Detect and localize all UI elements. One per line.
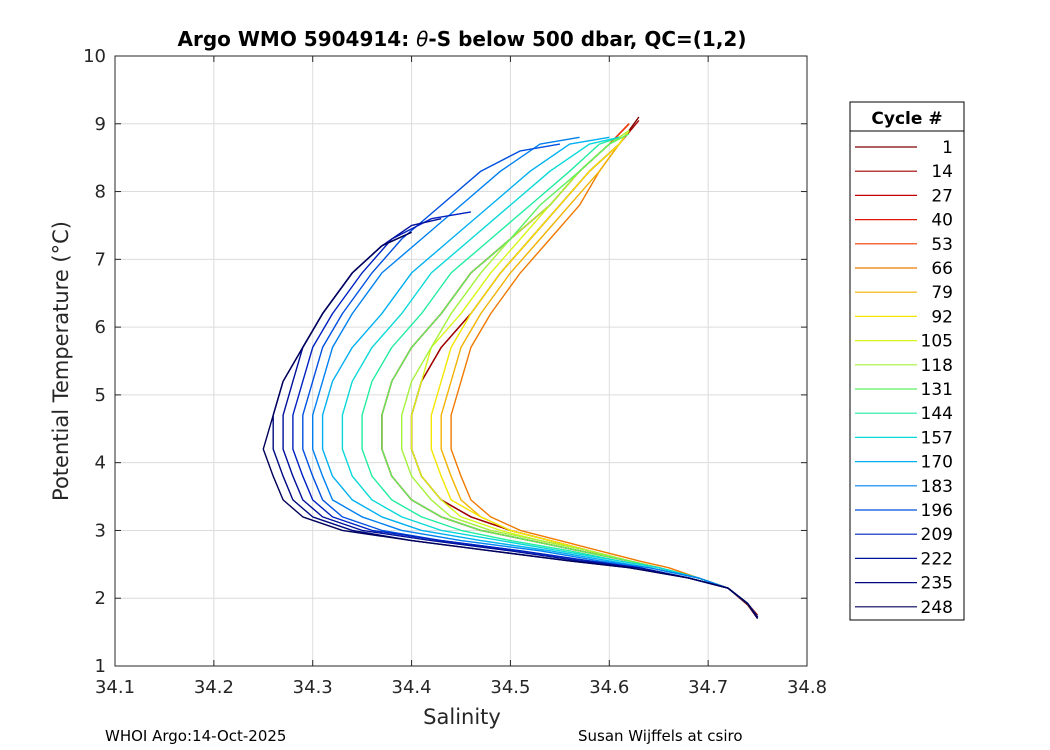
x-tick-label: 34.8: [787, 677, 827, 698]
y-tick-label: 7: [95, 249, 106, 270]
legend-label: 157: [921, 428, 953, 448]
legend-label: 196: [921, 501, 953, 521]
x-tick-label: 34.7: [688, 677, 728, 698]
legend-label: 131: [921, 380, 953, 400]
legend-label: 183: [921, 477, 953, 497]
y-axis-label: Potential Temperature (°C): [49, 221, 73, 501]
y-tick-label: 9: [95, 114, 106, 135]
y-tick-label: 2: [95, 588, 106, 609]
y-axis-ticks: 1 2 3 4 5 6 7 8 9 10: [83, 46, 807, 677]
x-tick-label: 34.6: [589, 677, 629, 698]
y-tick-label: 4: [95, 453, 106, 474]
axes-box: [114, 55, 808, 667]
legend-label: 1: [942, 138, 953, 158]
legend-title: Cycle #: [871, 109, 942, 129]
y-tick-label: 5: [95, 385, 106, 406]
legend-label: 40: [931, 211, 953, 231]
legend-label: 66: [931, 259, 953, 279]
title-theta-symbol: θ: [416, 27, 428, 51]
profile-line-cycle-157: [341, 136, 759, 618]
legend-label: 14: [931, 162, 953, 182]
legend-label: 222: [921, 549, 953, 569]
legend-label: 248: [921, 598, 953, 618]
series-lines: [262, 116, 759, 620]
y-tick-label: 6: [95, 317, 106, 338]
legend: Cycle # 1 14 27 40 53 66 79 92 105 118 131 144 157 17…: [849, 101, 965, 621]
y-tick-label: 1: [95, 656, 106, 677]
chart-title: Argo WMO 5904914: θ-S below 500 dbar, QC…: [178, 27, 747, 51]
x-tick-label: 34.3: [293, 677, 333, 698]
y-tick-label: 10: [83, 46, 106, 67]
legend-entries: 1 14 27 40 53 66 79 92 105 118 131 144 157 170 183 196 2…: [855, 138, 953, 618]
plot-area: 34.1 34.2 34.3 34.4 34.5 34.6 34.7 34.8 1 2 3 4 5 6 7…: [83, 46, 827, 698]
legend-label: 235: [921, 574, 953, 594]
legend-label: 144: [921, 404, 953, 424]
x-tick-label: 34.1: [95, 677, 135, 698]
legend-label: 92: [931, 307, 953, 327]
x-tick-label: 34.4: [392, 677, 432, 698]
x-tick-label: 34.2: [194, 677, 234, 698]
legend-label: 209: [921, 525, 953, 545]
x-axis-ticks: 34.1 34.2 34.3 34.4 34.5 34.6 34.7 34.8: [95, 56, 827, 698]
legend-label: 53: [931, 235, 953, 255]
legend-label: 170: [921, 453, 953, 473]
profile-line-cycle-183: [312, 136, 759, 618]
x-tick-label: 34.5: [490, 677, 530, 698]
legend-label: 79: [931, 283, 953, 303]
y-tick-label: 8: [95, 182, 106, 203]
legend-label: 118: [921, 356, 953, 376]
legend-label: 27: [931, 186, 953, 206]
footer-right: Susan Wijffels at csiro: [578, 727, 743, 745]
y-tick-label: 3: [95, 520, 106, 541]
x-axis-label: Salinity: [423, 705, 501, 729]
footer-left: WHOI Argo:14-Oct-2025: [105, 727, 286, 745]
profile-line-cycle-248: [262, 231, 759, 619]
profile-line-cycle-66: [450, 130, 759, 618]
legend-label: 105: [921, 332, 953, 352]
